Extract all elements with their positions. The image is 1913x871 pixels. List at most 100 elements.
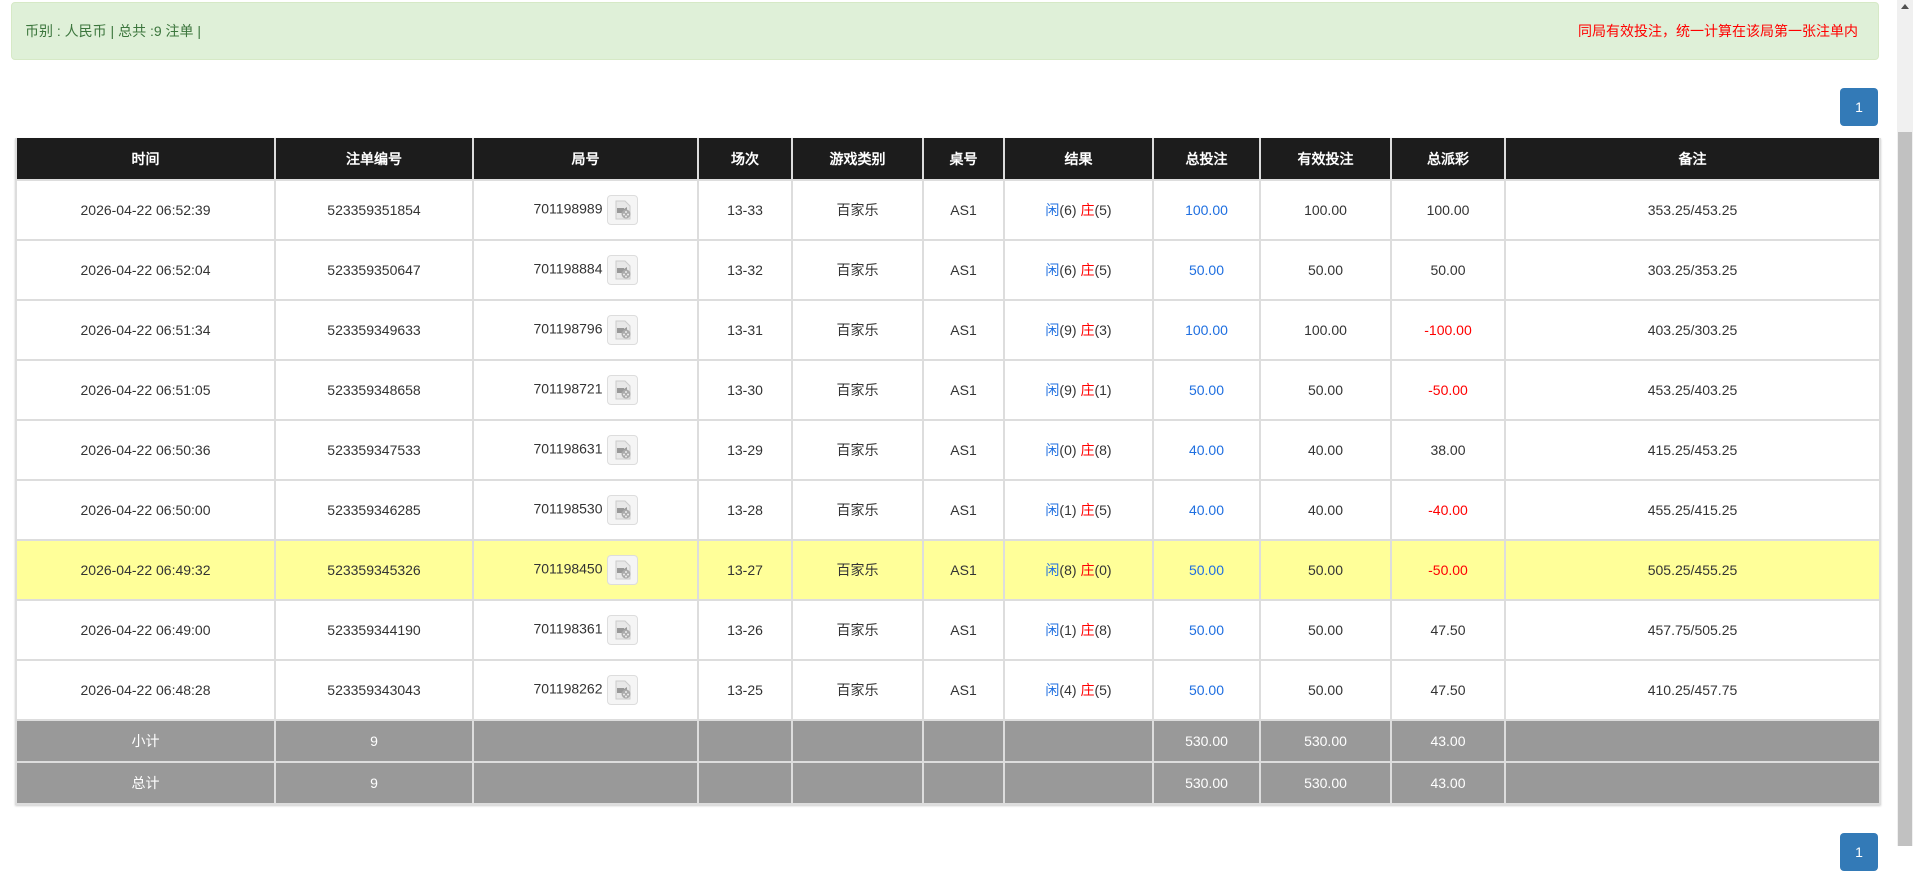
cell-table-no: AS1	[922, 419, 1005, 481]
banker-label: 庄	[1080, 502, 1095, 518]
player-score: (9)	[1059, 322, 1077, 338]
video-file-icon[interactable]	[606, 195, 638, 225]
cell-time: 2026-04-22 06:50:00	[15, 479, 276, 541]
cell-round: 701198631	[472, 419, 699, 481]
cell-game-type: 百家乐	[791, 479, 924, 541]
cell-note: 353.25/453.25	[1504, 179, 1881, 241]
cell-game-type: 百家乐	[791, 599, 924, 661]
cell-note: 457.75/505.25	[1504, 599, 1881, 661]
player-score: (6)	[1059, 262, 1077, 278]
cell-total-payout: -50.00	[1390, 539, 1506, 601]
cell-table-no: AS1	[922, 239, 1005, 301]
cell-result: 闲(1) 庄(5)	[1003, 479, 1154, 541]
cell-result: 闲(9) 庄(3)	[1003, 299, 1154, 361]
banker-label: 庄	[1080, 382, 1095, 398]
video-file-icon[interactable]	[606, 495, 638, 525]
header-total-payout: 总派彩	[1390, 138, 1506, 181]
cell-total-payout: -50.00	[1390, 359, 1506, 421]
summary-empty-cell	[697, 719, 793, 763]
banker-score: (5)	[1094, 262, 1112, 278]
banker-label: 庄	[1080, 262, 1095, 278]
cell-session: 13-30	[697, 359, 793, 421]
summary-empty-cell	[791, 719, 924, 763]
cell-note: 505.25/455.25	[1504, 539, 1881, 601]
scrollbar-thumb[interactable]	[1898, 132, 1912, 846]
cell-bet-id: 523359346285	[274, 479, 474, 541]
banker-label: 庄	[1080, 562, 1095, 578]
video-file-icon[interactable]	[606, 555, 638, 585]
table-row: 2026-04-22 06:52:04 523359350647 701198884…	[15, 239, 1881, 301]
round-number: 701198796	[533, 320, 603, 337]
video-file-icon[interactable]	[606, 675, 638, 705]
banker-score: (5)	[1094, 682, 1112, 698]
cell-time: 2026-04-22 06:52:39	[15, 179, 276, 241]
header-total-bet: 总投注	[1152, 138, 1261, 181]
video-file-icon[interactable]	[606, 375, 638, 405]
cell-time: 2026-04-22 06:51:05	[15, 359, 276, 421]
video-file-icon[interactable]	[606, 615, 638, 645]
round-number: 701198884	[533, 260, 603, 277]
cell-bet-id: 523359350647	[274, 239, 474, 301]
cell-time: 2026-04-22 06:52:04	[15, 239, 276, 301]
vertical-scrollbar[interactable]	[1897, 0, 1913, 846]
cell-time: 2026-04-22 06:49:32	[15, 539, 276, 601]
subtotal-row: 小计 9 530.00 530.00 43.00	[15, 719, 1881, 763]
cell-total-payout: -100.00	[1390, 299, 1506, 361]
cell-total-bet: 40.00	[1152, 479, 1261, 541]
player-score: (0)	[1059, 442, 1077, 458]
player-label: 闲	[1045, 202, 1060, 218]
cell-table-no: AS1	[922, 179, 1005, 241]
cell-session: 13-32	[697, 239, 793, 301]
cell-session: 13-28	[697, 479, 793, 541]
cell-total-payout: -40.00	[1390, 479, 1506, 541]
pagination-page-1-top[interactable]: 1	[1840, 88, 1878, 126]
pagination-page-1-bottom[interactable]: 1	[1840, 833, 1878, 871]
cell-bet-id: 523359345326	[274, 539, 474, 601]
cell-table-no: AS1	[922, 599, 1005, 661]
scroll-up-arrow-icon[interactable]	[1901, 4, 1909, 9]
cell-game-type: 百家乐	[791, 659, 924, 721]
cell-table-no: AS1	[922, 299, 1005, 361]
cell-round: 701198796	[472, 299, 699, 361]
banker-label: 庄	[1080, 322, 1095, 338]
header-round: 局号	[472, 138, 699, 181]
cell-total-bet: 50.00	[1152, 599, 1261, 661]
summary-valid-bet: 530.00	[1259, 719, 1392, 763]
cell-result: 闲(8) 庄(0)	[1003, 539, 1154, 601]
summary-empty-cell	[922, 761, 1005, 805]
summary-count: 9	[274, 719, 474, 763]
table-row: 2026-04-22 06:51:34 523359349633 701198796…	[15, 299, 1881, 361]
cell-total-bet: 50.00	[1152, 539, 1261, 601]
header-note: 备注	[1504, 138, 1881, 181]
round-number: 701198262	[533, 680, 603, 697]
cell-result: 闲(4) 庄(5)	[1003, 659, 1154, 721]
cell-valid-bet: 100.00	[1259, 299, 1392, 361]
cell-session: 13-25	[697, 659, 793, 721]
video-file-icon[interactable]	[606, 435, 638, 465]
video-file-icon[interactable]	[606, 255, 638, 285]
header-table-no: 桌号	[922, 138, 1005, 181]
summary-payout: 43.00	[1390, 719, 1506, 763]
header-time: 时间	[15, 138, 276, 181]
cell-total-payout: 47.50	[1390, 599, 1506, 661]
round-number: 701198361	[533, 620, 603, 637]
table-row: 2026-04-22 06:51:05 523359348658 701198721…	[15, 359, 1881, 421]
cell-game-type: 百家乐	[791, 179, 924, 241]
cell-total-bet: 40.00	[1152, 419, 1261, 481]
cell-valid-bet: 40.00	[1259, 479, 1392, 541]
summary-empty-cell	[472, 761, 699, 805]
cell-round: 701198884	[472, 239, 699, 301]
cell-total-bet: 50.00	[1152, 359, 1261, 421]
cell-session: 13-33	[697, 179, 793, 241]
table-body: 2026-04-22 06:52:39 523359351854 701198989…	[15, 179, 1881, 805]
player-label: 闲	[1045, 382, 1060, 398]
cell-note: 403.25/303.25	[1504, 299, 1881, 361]
banker-score: (5)	[1094, 502, 1112, 518]
cell-bet-id: 523359351854	[274, 179, 474, 241]
video-file-icon[interactable]	[606, 315, 638, 345]
summary-empty-cell	[922, 719, 1005, 763]
cell-time: 2026-04-22 06:48:28	[15, 659, 276, 721]
cell-total-payout: 100.00	[1390, 179, 1506, 241]
cell-time: 2026-04-22 06:49:00	[15, 599, 276, 661]
banker-label: 庄	[1080, 682, 1095, 698]
